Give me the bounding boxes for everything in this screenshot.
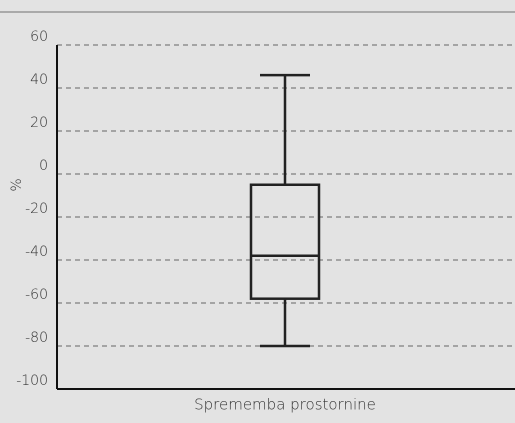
y-tick-label: -40 — [25, 244, 48, 260]
y-tick-label: 40 — [30, 72, 48, 88]
y-tick-label: -80 — [25, 330, 48, 346]
y-tick-label: -100 — [16, 373, 48, 389]
y-tick-label: 0 — [39, 158, 48, 174]
y-tick-label: 20 — [30, 115, 48, 131]
y-tick-label: -20 — [25, 201, 48, 217]
y-axis-title: % — [9, 178, 25, 191]
y-tick-label: 60 — [30, 29, 48, 45]
x-tick-label: Sprememba prostornine — [194, 396, 376, 414]
box — [249, 183, 321, 300]
y-tick-label: -60 — [25, 287, 48, 303]
